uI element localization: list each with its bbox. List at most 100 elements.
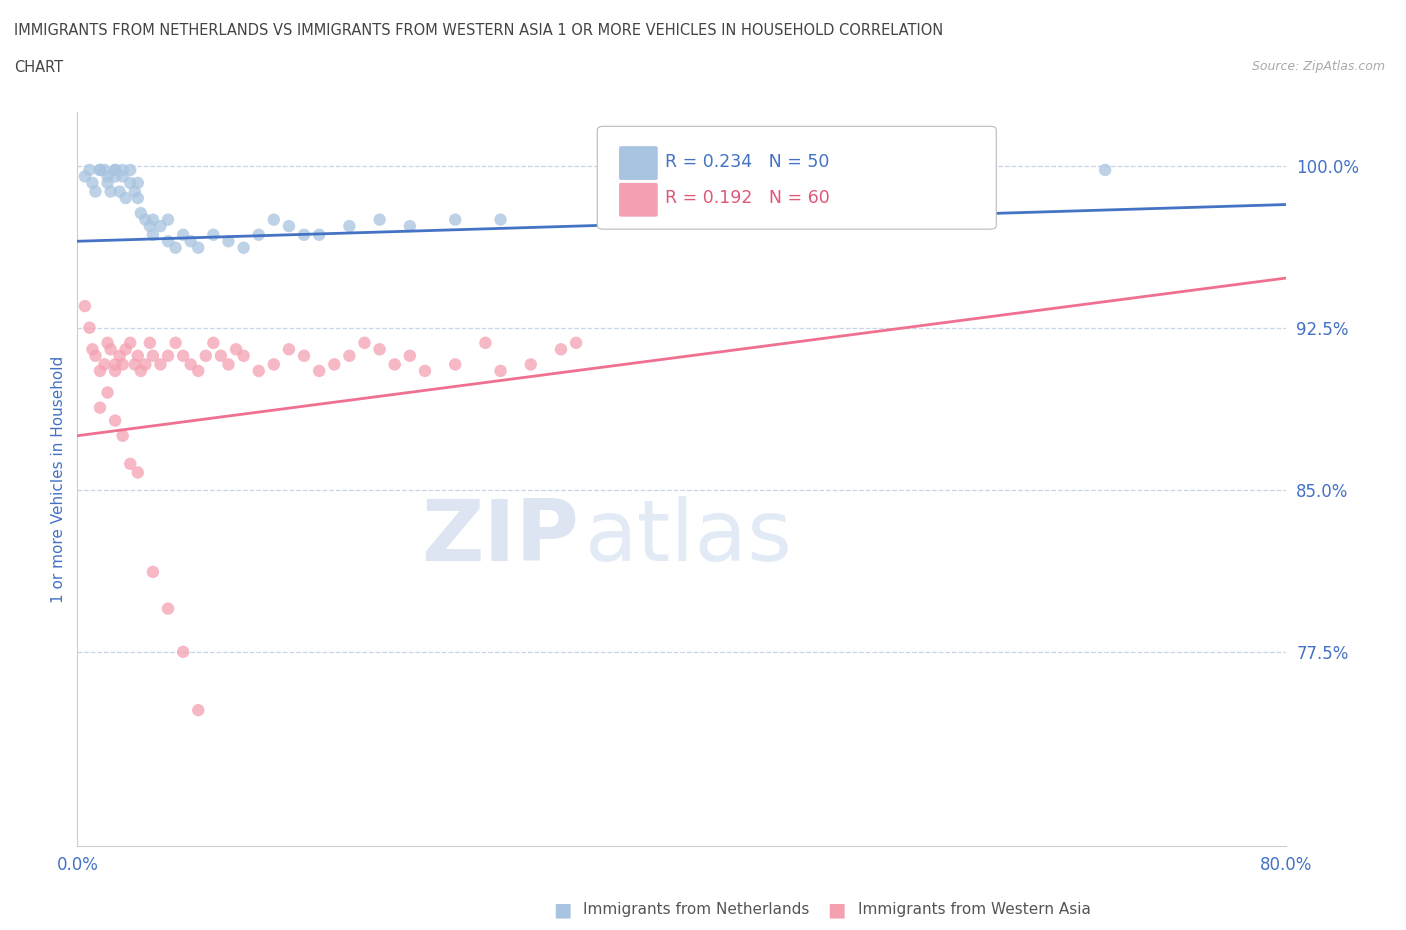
Point — [149, 357, 172, 372]
Text: R = 0.234   N = 50: R = 0.234 N = 50 — [665, 153, 830, 170]
Point — [142, 565, 165, 579]
Point — [202, 336, 225, 351]
Point — [134, 212, 156, 227]
Point — [96, 176, 118, 191]
Point — [444, 357, 467, 372]
Point — [142, 212, 165, 227]
Point — [111, 169, 134, 184]
Point — [263, 212, 285, 227]
Point — [149, 219, 172, 233]
Point — [139, 219, 162, 233]
Point — [73, 299, 96, 313]
Point — [413, 364, 436, 379]
Point — [73, 169, 96, 184]
Point — [308, 227, 330, 242]
Point — [82, 176, 104, 191]
Point — [111, 163, 134, 178]
Point — [187, 703, 209, 718]
Point — [194, 349, 217, 364]
Point — [108, 184, 131, 199]
Point — [247, 227, 270, 242]
Point — [127, 191, 149, 206]
Point — [489, 364, 512, 379]
Point — [89, 163, 111, 178]
Point — [218, 357, 240, 372]
Point — [104, 364, 127, 379]
Point — [111, 357, 134, 372]
Point — [218, 233, 240, 248]
Point — [79, 320, 101, 335]
Point — [120, 457, 142, 472]
Point — [247, 364, 270, 379]
Point — [120, 176, 142, 191]
Point — [209, 349, 232, 364]
Point — [93, 357, 115, 372]
Point — [232, 240, 254, 255]
Point — [384, 357, 406, 372]
Point — [142, 349, 165, 364]
Text: ZIP: ZIP — [422, 497, 579, 579]
Point — [100, 342, 122, 357]
Point — [323, 357, 346, 372]
Point — [172, 644, 194, 659]
Point — [278, 219, 301, 233]
Text: R = 0.192   N = 60: R = 0.192 N = 60 — [665, 190, 830, 207]
Point — [84, 349, 107, 364]
Point — [565, 336, 588, 351]
Point — [127, 349, 149, 364]
Point — [187, 364, 209, 379]
Point — [104, 163, 127, 178]
Point — [96, 385, 118, 400]
Point — [93, 163, 115, 178]
Point — [232, 349, 254, 364]
Point — [368, 212, 391, 227]
Point — [96, 336, 118, 351]
Point — [89, 400, 111, 415]
Point — [100, 184, 122, 199]
Point — [172, 227, 194, 242]
Point — [520, 357, 543, 372]
Point — [127, 465, 149, 480]
Point — [129, 364, 152, 379]
Point — [114, 342, 136, 357]
Point — [104, 413, 127, 428]
FancyBboxPatch shape — [619, 146, 658, 179]
Point — [474, 336, 496, 351]
Point — [111, 429, 134, 444]
Point — [595, 212, 617, 227]
Point — [142, 227, 165, 242]
Point — [84, 184, 107, 199]
Point — [157, 233, 180, 248]
Text: Immigrants from Western Asia: Immigrants from Western Asia — [858, 902, 1091, 917]
FancyBboxPatch shape — [619, 183, 658, 217]
Point — [79, 163, 101, 178]
Point — [165, 336, 187, 351]
Point — [444, 212, 467, 227]
Point — [157, 601, 180, 616]
Point — [104, 169, 127, 184]
Point — [114, 191, 136, 206]
Y-axis label: 1 or more Vehicles in Household: 1 or more Vehicles in Household — [51, 355, 66, 603]
Text: ■: ■ — [553, 900, 572, 919]
FancyBboxPatch shape — [598, 126, 997, 229]
Point — [337, 349, 360, 364]
Point — [104, 357, 127, 372]
Text: atlas: atlas — [585, 497, 793, 579]
Point — [104, 163, 127, 178]
Point — [353, 336, 375, 351]
Point — [127, 176, 149, 191]
Point — [180, 233, 202, 248]
Point — [89, 163, 111, 178]
Point — [368, 342, 391, 357]
Point — [157, 212, 180, 227]
Point — [108, 349, 131, 364]
Point — [292, 227, 315, 242]
Point — [139, 336, 162, 351]
Point — [180, 357, 202, 372]
Point — [702, 206, 724, 220]
Point — [550, 342, 572, 357]
Point — [292, 349, 315, 364]
Point — [278, 342, 301, 357]
Point — [308, 364, 330, 379]
Point — [124, 357, 146, 372]
